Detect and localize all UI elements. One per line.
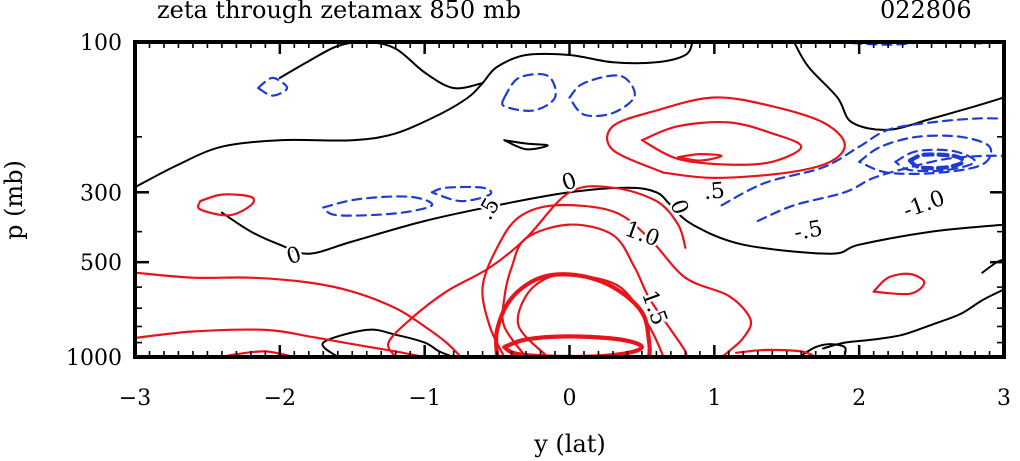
- x-tick-label: 2: [852, 386, 866, 411]
- case-id: 022806: [880, 0, 972, 24]
- contour-lines: [135, 42, 1004, 357]
- contour-line-negative: [858, 134, 993, 175]
- contour-line-zero: [822, 288, 1004, 350]
- contour-line-negative: [720, 117, 1004, 207]
- contour-line-zero: [793, 42, 1004, 131]
- x-tick-label: 1: [707, 386, 721, 411]
- contour-line-negative-bold: [907, 152, 966, 171]
- contour-line-positive: [677, 152, 723, 162]
- contour-line-zero: [503, 139, 549, 151]
- contour-label: 0: [284, 242, 305, 270]
- x-tick-label: 0: [563, 386, 577, 411]
- x-tick-label: −2: [264, 386, 296, 411]
- contour-line-positive-bold: [493, 272, 652, 357]
- contour-line-zero: [135, 42, 694, 189]
- x-tick-label: −1: [408, 386, 440, 411]
- contour-line-positive: [196, 193, 256, 217]
- contour-line-negative: [501, 72, 557, 112]
- contour-line-positive: [735, 348, 817, 357]
- contour-line-positive: [481, 203, 753, 357]
- contour-line-positive-bold: [502, 334, 644, 357]
- x-tick-label: 3: [997, 386, 1011, 411]
- axis-ticks: [133, 40, 1006, 359]
- plot-frame: [133, 40, 1006, 359]
- contour-line-positive: [872, 272, 926, 296]
- contour-line-negative: [756, 154, 1004, 223]
- contour-label: 0: [559, 168, 580, 196]
- contour-line-negative: [257, 76, 289, 97]
- contour-label: -.5: [792, 216, 824, 246]
- contour-label: .5: [703, 178, 726, 205]
- tick-labels: −3 −2 −1 0 1 2 3 100 300 500 1000: [66, 31, 1011, 411]
- y-axis-label: p (mb): [0, 160, 28, 240]
- y-tick-label: 300: [80, 181, 122, 206]
- contour-line-zero: [800, 343, 847, 357]
- contour-line-negative: [568, 74, 636, 118]
- contour-line-positive: [135, 271, 462, 357]
- contour-line-zero: [278, 42, 484, 90]
- contour-line-zero: [220, 186, 1004, 255]
- plot-border: [133, 40, 1006, 359]
- contour-line-negative: [322, 195, 434, 217]
- contour-line-positive: [640, 120, 803, 166]
- y-tick-label: 100: [80, 31, 122, 56]
- contour-line-positive: [386, 185, 687, 357]
- y-tick-label: 500: [80, 251, 122, 276]
- y-tick-label: 1000: [66, 346, 122, 371]
- chart-title: zeta through zetamax 850 mb: [157, 0, 521, 24]
- contour-line-negative: [894, 148, 977, 173]
- contour-line-negative: [430, 185, 493, 203]
- x-axis-label: y (lat): [533, 430, 606, 458]
- contour-label: -1.0: [900, 186, 948, 224]
- contour-line-positive: [605, 96, 846, 179]
- x-tick-label: −3: [119, 386, 151, 411]
- contour-line-positive: [501, 223, 688, 357]
